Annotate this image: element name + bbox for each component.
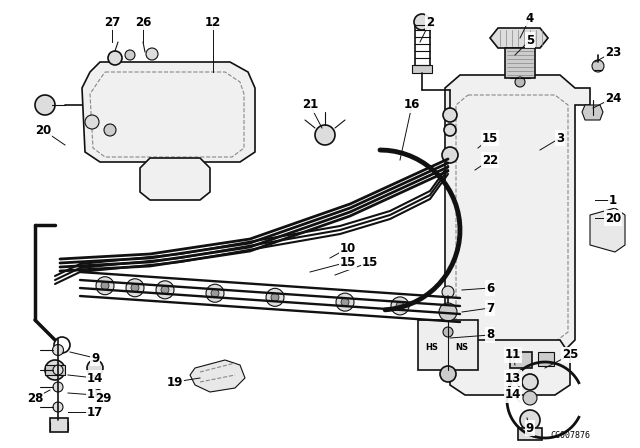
Polygon shape [140,158,210,200]
Text: 9: 9 [526,422,534,435]
Text: 28: 28 [27,392,43,405]
Bar [510,352,532,368]
Circle shape [53,382,63,392]
Bar [538,352,554,366]
Text: NS: NS [456,344,468,353]
Circle shape [126,279,144,297]
Circle shape [592,60,604,72]
Text: 10: 10 [340,241,356,254]
Text: 13: 13 [505,371,521,384]
Circle shape [108,51,122,65]
Text: 7: 7 [486,302,494,314]
Circle shape [101,282,109,290]
Bar [505,48,535,78]
Text: 24: 24 [605,91,621,104]
Circle shape [440,366,456,382]
Circle shape [53,402,63,412]
Circle shape [35,95,55,115]
Circle shape [522,374,538,390]
Text: HS: HS [426,344,438,353]
Text: 14: 14 [87,371,103,384]
Text: 9: 9 [91,352,99,365]
Circle shape [396,302,404,310]
Circle shape [266,289,284,306]
Polygon shape [82,62,255,162]
Circle shape [336,293,354,311]
Polygon shape [450,340,570,395]
Circle shape [52,345,63,356]
Circle shape [414,14,430,30]
Text: 3: 3 [556,132,564,145]
Circle shape [341,298,349,306]
Text: 15: 15 [482,132,498,145]
Text: 19: 19 [167,375,183,388]
Circle shape [53,365,63,375]
Text: 23: 23 [605,46,621,59]
Circle shape [444,124,456,136]
Bar [45,365,65,375]
Polygon shape [445,75,590,355]
Circle shape [443,108,457,122]
Polygon shape [490,28,548,48]
Text: 5: 5 [526,34,534,47]
Text: 25: 25 [562,349,578,362]
Text: 6: 6 [486,281,494,294]
Circle shape [87,360,103,376]
Circle shape [206,284,224,302]
Circle shape [443,327,453,337]
Text: 29: 29 [95,392,111,405]
Circle shape [211,289,219,297]
Text: 12: 12 [205,16,221,29]
Text: 11: 11 [505,349,521,362]
Text: 21: 21 [302,99,318,112]
Text: 15: 15 [362,255,378,268]
Circle shape [271,293,279,302]
Text: 20: 20 [605,211,621,224]
Circle shape [315,125,335,145]
Text: 2: 2 [426,16,434,29]
Text: 17: 17 [87,405,103,418]
Text: 27: 27 [104,16,120,29]
Text: 26: 26 [135,16,151,29]
Circle shape [439,303,457,321]
Circle shape [520,410,540,430]
Circle shape [104,124,116,136]
Circle shape [45,360,65,380]
Polygon shape [582,105,603,120]
Bar [412,65,432,73]
Circle shape [161,286,169,294]
Polygon shape [590,208,625,252]
Circle shape [131,284,139,292]
Text: 20: 20 [35,124,51,137]
Polygon shape [190,360,245,392]
Circle shape [146,48,158,60]
Circle shape [391,297,409,315]
Text: 14: 14 [505,388,521,401]
Text: 16: 16 [404,99,420,112]
Circle shape [96,277,114,295]
Bar [418,320,478,370]
Text: 8: 8 [486,328,494,341]
Circle shape [125,50,135,60]
Circle shape [156,281,174,299]
Text: 15: 15 [340,255,356,268]
Text: 18: 18 [87,388,103,401]
Text: 1: 1 [609,194,617,207]
Circle shape [515,77,525,87]
Text: 4: 4 [526,12,534,25]
Circle shape [523,391,537,405]
Bar [518,428,542,440]
Circle shape [442,286,454,298]
Bar [50,418,68,432]
Text: 22: 22 [482,154,498,167]
Text: CC007876: CC007876 [550,431,590,439]
Circle shape [85,115,99,129]
Circle shape [442,147,458,163]
